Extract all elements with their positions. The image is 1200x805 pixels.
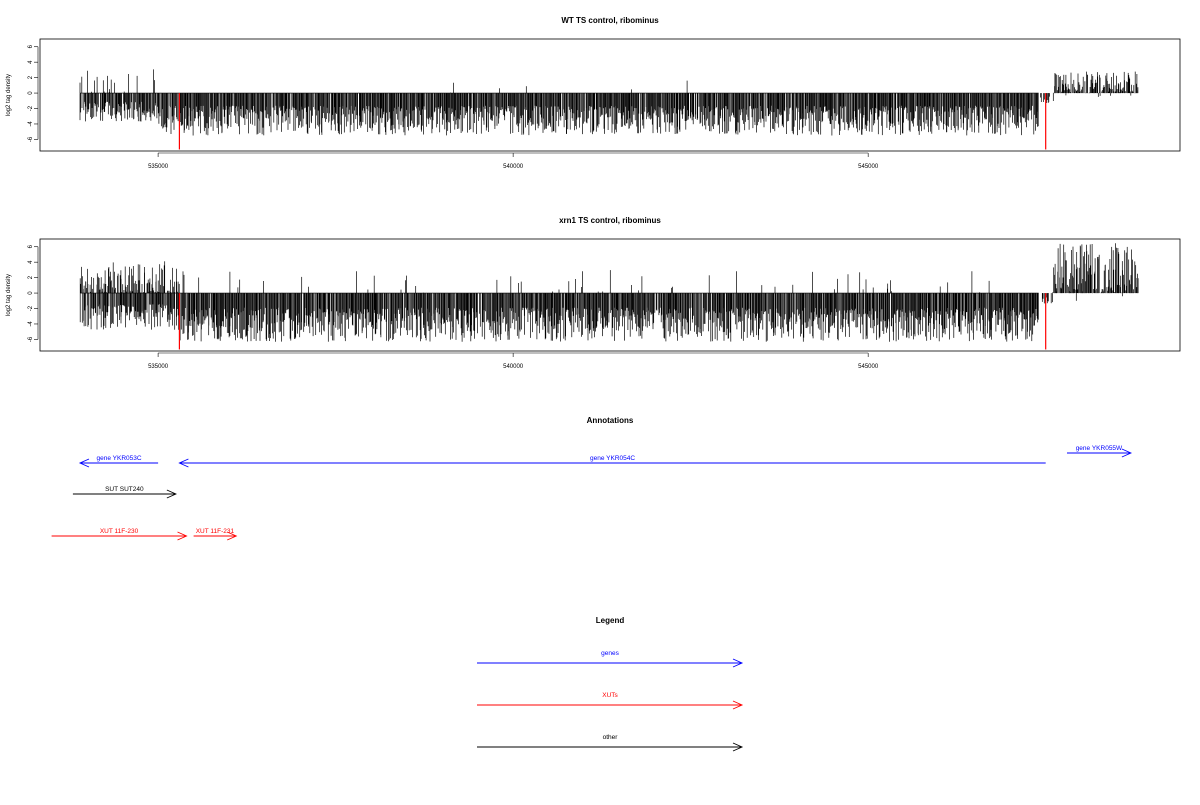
y-tick-label: -6 <box>28 336 34 342</box>
y-tick-label: -4 <box>28 121 34 127</box>
legend-panel: Legend genes XUTs other <box>477 616 744 752</box>
y-tick-label: -2 <box>28 105 34 111</box>
y-tick-label: 2 <box>28 275 34 279</box>
x-axis: 535000 540000 545000 <box>148 152 879 170</box>
arrow-head <box>1121 448 1133 458</box>
legend-label: XUTs <box>602 692 618 699</box>
arrow-head <box>227 531 238 541</box>
annotation-label: gene YKR055W <box>1076 445 1123 452</box>
x-tick-label: 540000 <box>503 364 524 370</box>
panel-title: WT TS control, ribominus <box>561 16 659 25</box>
legend-label: other <box>603 734 619 741</box>
arrow-head <box>732 658 744 668</box>
y-tick-label: -4 <box>28 321 34 327</box>
plot-frame <box>39 38 1181 152</box>
annotation-label: gene YKR054C <box>590 455 635 462</box>
x-tick-label: 545000 <box>858 164 879 170</box>
annotation-arrow <box>51 531 188 541</box>
annotation-arrow <box>1066 448 1133 458</box>
y-axis: -6 -4 -2 0 2 4 6 <box>28 44 39 142</box>
x-tick-label: 535000 <box>148 364 169 370</box>
annotation-arrow <box>78 458 159 468</box>
legend-arrow <box>477 742 744 752</box>
y-axis-label: log2 tag density <box>6 74 12 116</box>
legend-label: genes <box>601 650 619 657</box>
y-tick-label: 4 <box>28 60 34 64</box>
y-axis: -6 -4 -2 0 2 4 6 <box>28 244 39 342</box>
annotation-label: SUT SUT240 <box>105 486 144 493</box>
panel-wt: WT TS control, ribominus log2 tag densit… <box>6 16 1181 170</box>
y-tick-label: 0 <box>28 91 34 95</box>
annotations-title: Annotations <box>587 416 634 425</box>
x-tick-label: 535000 <box>148 164 169 170</box>
y-tick-label: 6 <box>28 44 34 48</box>
legend-title: Legend <box>596 616 625 625</box>
arrow-head <box>177 531 188 541</box>
y-tick-label: 2 <box>28 75 34 79</box>
annotation-label: gene YKR053C <box>97 455 142 462</box>
y-axis-label: log2 tag density <box>6 274 12 316</box>
bars-group <box>79 69 1139 150</box>
arrow-head <box>732 742 744 752</box>
panel-xrn1: xrn1 TS control, ribominus log2 tag dens… <box>6 216 1181 370</box>
y-tick-label: -6 <box>28 136 34 142</box>
x-tick-label: 545000 <box>858 364 879 370</box>
x-axis: 535000 540000 545000 <box>148 352 879 370</box>
arrow-head <box>166 489 177 499</box>
arrow-head <box>732 700 744 710</box>
y-tick-label: 4 <box>28 260 34 264</box>
annotation-arrow <box>178 458 1046 468</box>
annotation-label: XUT 11F-231 <box>196 528 235 535</box>
legend-arrow <box>477 700 744 710</box>
y-tick-label: 6 <box>28 244 34 248</box>
legend-arrow <box>477 658 744 668</box>
arrow-head <box>78 458 90 468</box>
legend-items: genes XUTs other <box>477 650 744 752</box>
x-tick-label: 540000 <box>503 164 524 170</box>
annotation-label: XUT 11F-230 <box>100 528 139 535</box>
y-tick-label: -2 <box>28 305 34 311</box>
bars-group <box>79 243 1139 350</box>
y-tick-label: 0 <box>28 291 34 295</box>
plot-frame <box>39 238 1181 352</box>
annotations-panel: Annotations gene YKR053C gene YKR054Cgene… <box>51 416 1133 541</box>
arrow-head <box>178 458 189 468</box>
annotation-items: gene YKR053C gene YKR054C gene YKR055W SUT … <box>51 445 1133 541</box>
annotation-arrow <box>72 489 177 499</box>
annotation-arrow <box>193 531 238 541</box>
panel-title: xrn1 TS control, ribominus <box>559 216 661 225</box>
